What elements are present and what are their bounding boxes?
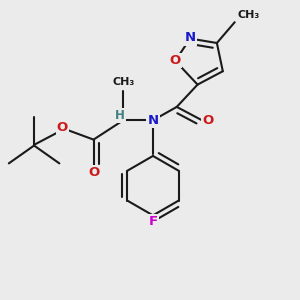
Text: N: N (184, 32, 196, 44)
Text: CH₃: CH₃ (237, 10, 259, 20)
Text: O: O (88, 166, 99, 179)
Text: O: O (57, 121, 68, 134)
Text: F: F (148, 215, 158, 228)
Text: CH₃: CH₃ (112, 77, 134, 87)
Text: N: N (147, 114, 158, 127)
Text: O: O (202, 114, 214, 127)
Text: H: H (115, 109, 125, 122)
Text: O: O (169, 54, 181, 67)
